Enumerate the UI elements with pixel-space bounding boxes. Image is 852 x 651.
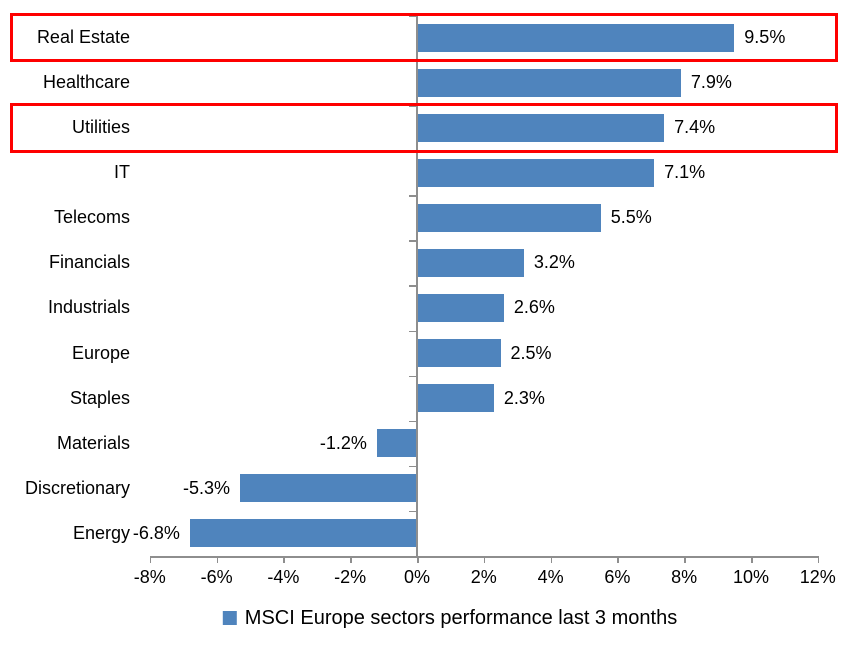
bar <box>189 519 417 548</box>
category-label: Energy <box>72 522 130 543</box>
value-axis-tick-label: 8% <box>671 567 698 587</box>
legend-series-label: MSCI Europe sectors performance last 3 m… <box>244 607 678 629</box>
value-axis-tick-label: 6% <box>604 567 631 587</box>
bar-value-label: 2.3% <box>503 387 545 408</box>
value-axis-tick-label: -2% <box>334 567 367 587</box>
bar <box>417 384 494 413</box>
bar <box>239 474 417 503</box>
value-axis-tick <box>684 556 686 563</box>
bar <box>417 294 504 323</box>
category-label: Materials <box>56 432 130 453</box>
value-axis-tick <box>350 556 352 563</box>
value-axis-tick-label: 2% <box>470 567 497 587</box>
category-label: Real Estate <box>36 27 130 47</box>
bar <box>417 203 601 232</box>
category-axis-tick <box>409 420 416 423</box>
bar-value-label: 2.5% <box>510 342 552 363</box>
category-label: Financials <box>48 252 130 273</box>
category-label: Utilities <box>71 117 130 138</box>
category-axis-line <box>416 15 418 556</box>
category-axis-tick <box>409 465 416 468</box>
bar-value-label: 7.4% <box>674 117 716 138</box>
category-axis-tick <box>409 510 416 513</box>
bar <box>417 158 655 187</box>
bar-value-label: -1.2% <box>319 432 367 453</box>
value-axis-tick <box>751 556 753 563</box>
value-axis-tick-label: 0% <box>403 567 430 587</box>
bar-value-label: 5.5% <box>610 207 652 228</box>
category-label: Discretionary <box>24 477 130 498</box>
legend-series-marker-icon <box>222 611 237 625</box>
category-axis-tick <box>409 285 416 287</box>
value-axis-tick <box>417 556 419 563</box>
category-label: Healthcare <box>42 72 130 93</box>
category-label: Europe <box>71 342 130 363</box>
bar <box>417 248 524 277</box>
bar-value-label: 7.9% <box>690 72 732 93</box>
bar <box>417 339 501 368</box>
value-axis-tick <box>216 556 219 563</box>
highlight-box <box>10 103 838 153</box>
category-axis-tick <box>409 195 416 197</box>
bar-value-label: 9.5% <box>744 27 786 47</box>
category-label: IT <box>114 162 130 183</box>
highlight-box <box>10 13 838 63</box>
category-axis-tick <box>409 375 416 378</box>
value-axis-tick-label: 10% <box>732 567 770 587</box>
value-axis-tick <box>817 556 820 563</box>
bar-value-label: -5.3% <box>182 477 230 498</box>
category-axis-tick <box>409 240 416 242</box>
value-axis-tick <box>283 556 285 563</box>
bar-value-label: -6.8% <box>132 522 180 543</box>
value-axis-tick <box>550 556 553 563</box>
bar-value-label: 7.1% <box>664 162 706 183</box>
value-axis-tick-label: 4% <box>537 567 564 587</box>
bar <box>417 68 681 97</box>
bar-value-label: 3.2% <box>533 252 575 273</box>
category-label: Telecoms <box>53 207 130 228</box>
bar-value-label: 2.6% <box>513 297 555 318</box>
bar <box>417 113 665 142</box>
value-axis-tick-label: -4% <box>267 567 300 587</box>
category-label: Industrials <box>47 297 130 318</box>
value-axis-tick-label: 12% <box>799 567 836 587</box>
value-axis-tick-label: -6% <box>200 567 233 587</box>
bar <box>417 23 735 52</box>
value-axis-tick-label: -8% <box>133 567 166 587</box>
category-axis-tick <box>409 330 416 333</box>
bar <box>376 429 417 458</box>
value-axis-tick <box>483 556 486 563</box>
value-axis-tick <box>149 556 152 563</box>
chart-legend: MSCI Europe sectors performance last 3 m… <box>222 607 678 630</box>
value-axis-tick <box>617 556 619 563</box>
category-label: Staples <box>69 387 130 408</box>
